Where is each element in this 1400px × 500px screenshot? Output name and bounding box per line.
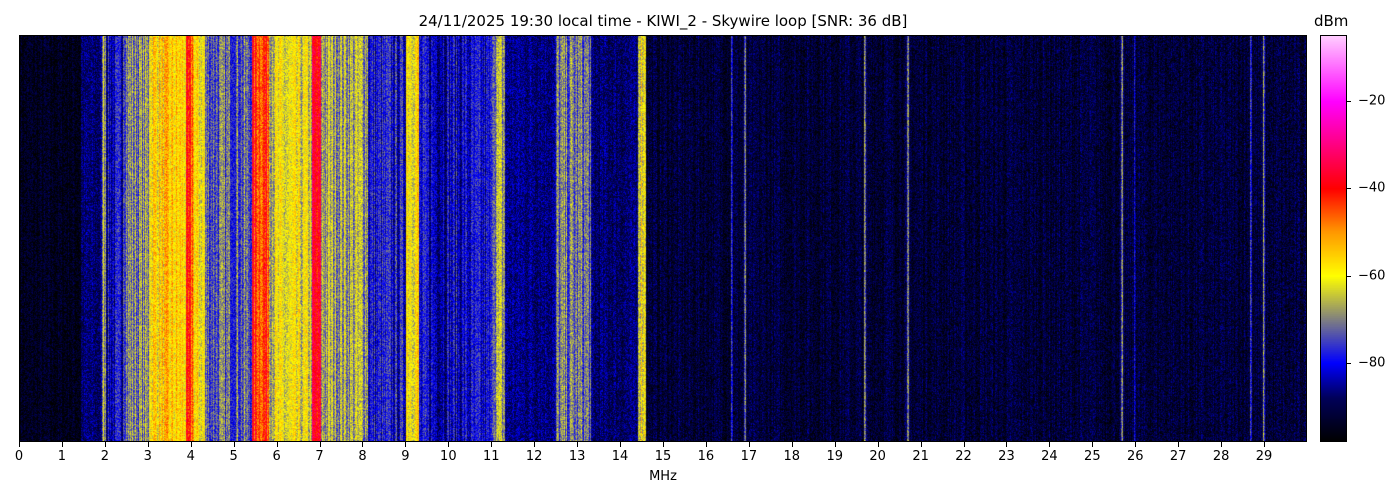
x-tick-mark	[1092, 442, 1094, 447]
x-tick-label: 18	[783, 449, 801, 464]
x-tick-label: 4	[186, 449, 195, 464]
x-tick-mark	[620, 442, 622, 447]
x-axis-label: MHz	[649, 469, 677, 484]
x-tick-mark	[663, 442, 664, 447]
x-tick-label: 5	[229, 449, 238, 464]
x-tick-mark	[448, 442, 450, 447]
x-tick-mark	[577, 442, 579, 447]
colorbar-tick-label: −40	[1358, 180, 1386, 196]
x-tick-mark	[104, 442, 106, 447]
x-tick-label: 6	[272, 449, 281, 464]
x-tick-mark	[405, 442, 407, 447]
x-tick-label: 27	[1169, 449, 1187, 464]
colorbar-tick-label: −80	[1358, 355, 1386, 371]
x-tick-mark	[963, 442, 965, 447]
colorbar-tick-label: −60	[1358, 268, 1386, 284]
x-tick-mark	[705, 442, 707, 447]
x-tick-mark	[877, 442, 879, 447]
chart-title: 24/11/2025 19:30 local time - KIWI_2 - S…	[418, 12, 908, 30]
x-tick-label: 15	[654, 449, 672, 464]
x-tick-label: 25	[1084, 449, 1101, 464]
x-tick-mark	[190, 442, 192, 447]
x-tick-label: 24	[1041, 449, 1058, 464]
x-tick-mark	[748, 442, 750, 447]
x-tick-label: 7	[315, 449, 324, 464]
x-tick-mark	[1178, 442, 1180, 447]
x-tick-label: 8	[358, 449, 367, 464]
x-tick-label: 10	[440, 449, 457, 464]
x-tick-mark	[1006, 442, 1008, 447]
x-tick-label: 19	[826, 449, 843, 464]
x-tick-label: 1	[57, 449, 67, 464]
colorbar-label: dBm	[1314, 12, 1349, 30]
x-tick-mark	[319, 442, 321, 447]
x-tick-mark	[491, 442, 493, 447]
colorbar-tick-mark	[1346, 275, 1351, 277]
x-tick-label: 23	[998, 449, 1015, 464]
x-tick-label: 11	[482, 449, 500, 464]
x-tick-label: 2	[100, 449, 109, 464]
x-tick-mark	[1264, 442, 1266, 447]
x-tick-mark	[534, 442, 536, 447]
x-tick-mark	[276, 442, 278, 447]
x-tick-label: 20	[869, 449, 886, 464]
x-tick-mark	[791, 442, 793, 447]
x-tick-label: 12	[525, 449, 543, 464]
colorbar-tick-mark	[1346, 363, 1351, 365]
x-tick-label: 16	[697, 449, 715, 464]
x-tick-mark	[147, 442, 149, 447]
x-tick-label: 28	[1212, 449, 1230, 464]
x-tick-label: 13	[568, 449, 586, 464]
colorbar	[1320, 35, 1347, 442]
x-tick-label: 21	[912, 449, 929, 464]
x-tick-mark	[920, 442, 922, 447]
x-tick-mark	[362, 442, 364, 447]
x-tick-label: 9	[401, 449, 410, 464]
colorbar-tick-mark	[1346, 100, 1351, 102]
x-tick-label: 3	[143, 449, 152, 464]
x-tick-label: 26	[1126, 449, 1144, 464]
x-tick-mark	[61, 442, 63, 447]
x-tick-mark	[1221, 442, 1223, 447]
x-tick-mark	[1049, 442, 1051, 447]
x-tick-label: 29	[1255, 449, 1273, 464]
x-tick-mark	[19, 442, 20, 447]
x-tick-label: 14	[611, 449, 629, 464]
x-tick-mark	[834, 442, 836, 447]
x-tick-label: 17	[740, 449, 758, 464]
x-tick-label: 22	[955, 449, 972, 464]
waterfall-heatmap	[19, 35, 1307, 442]
x-tick-mark	[233, 442, 235, 447]
colorbar-tick-mark	[1346, 188, 1351, 190]
x-tick-label: 0	[14, 449, 24, 464]
colorbar-tick-label: −20	[1358, 93, 1386, 109]
x-tick-mark	[1135, 442, 1137, 447]
